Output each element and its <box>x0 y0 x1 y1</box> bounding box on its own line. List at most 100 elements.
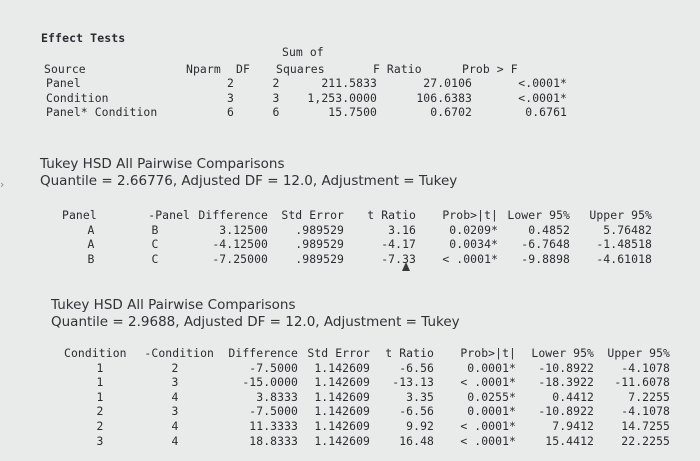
cell: A <box>87 237 95 252</box>
source-cell: Panel <box>46 76 81 90</box>
cell: A <box>87 222 95 237</box>
f-cell: 106.6383 <box>416 90 472 105</box>
cell: 4 <box>171 389 179 404</box>
table-row: Condition 3 3 1,253.0000 106.6383 <.0001… <box>46 91 567 106</box>
cell: 1 <box>96 360 104 375</box>
table-row: 1 4 3.8333 1.142609 3.35 0.0255* 0.4412 … <box>64 390 670 405</box>
table-row: 3 4 18.8333 1.142609 16.48 < .0001* 15.4… <box>64 434 670 449</box>
cell: < .0001* <box>460 375 516 390</box>
condition-col-header: Condition <box>64 346 127 360</box>
df-cell: 6 <box>272 105 280 120</box>
cell: < .0001* <box>460 433 516 448</box>
mouse-cursor-icon <box>402 262 410 271</box>
cell: .989529 <box>295 251 344 266</box>
cell: 3 <box>96 433 104 448</box>
table-row: 1 2 -7.5000 1.142609 -6.56 0.0001* -10.8… <box>64 361 670 376</box>
cell: C <box>151 251 159 266</box>
cell: -6.56 <box>399 404 434 419</box>
cell: 7.9412 <box>552 418 594 433</box>
nparm-cell: 3 <box>227 90 234 105</box>
cell: -13.13 <box>392 375 434 390</box>
f-cell: 27.0106 <box>423 76 472 90</box>
cell: 11.3333 <box>249 418 298 433</box>
ss-cell: 211.5833 <box>321 76 377 90</box>
cell: .989529 <box>295 237 344 252</box>
nparm-cell: 6 <box>227 105 234 120</box>
effect-tests-table: Panel 2 2 211.5833 27.0106 <.0001* Condi… <box>46 76 567 120</box>
table-row: A C -4.12500 .989529 -4.17 0.0034* -6.76… <box>62 237 652 252</box>
cell: 3.35 <box>406 389 434 404</box>
table-row: Panel* Condition 6 6 15.7500 0.6702 0.67… <box>46 105 567 120</box>
cell: -10.8922 <box>538 404 594 419</box>
cell: -7.5000 <box>249 404 298 419</box>
cell: 2 <box>96 404 104 419</box>
cell: < .0001* <box>460 418 516 433</box>
minus-panel-col-header: -Panel <box>148 208 190 222</box>
std-error-col-header: Std Error <box>307 346 370 360</box>
p-cell: <.0001* <box>518 76 567 90</box>
nparm-header: Nparm <box>186 62 221 76</box>
t-ratio-col-header: t Ratio <box>385 346 434 360</box>
cell: B <box>87 251 95 266</box>
cell: 4 <box>171 418 179 433</box>
table-row: A B 3.12500 .989529 3.16 0.0209* 0.4852 … <box>62 223 652 238</box>
cell: 0.4412 <box>552 389 594 404</box>
cell: 3 <box>171 404 179 419</box>
table-header-row: Condition -Condition Difference Std Erro… <box>64 346 670 361</box>
cell: .989529 <box>295 222 344 237</box>
table-row: 2 4 11.3333 1.142609 9.92 < .0001* 7.941… <box>64 419 670 434</box>
cell: -1.48518 <box>596 237 652 252</box>
cell: 3 <box>171 375 179 390</box>
cell: 3.16 <box>388 222 416 237</box>
cell: -4.12500 <box>212 237 268 252</box>
cell: 1.142609 <box>314 389 370 404</box>
cell: 1.142609 <box>314 433 370 448</box>
cell: -18.3922 <box>538 375 594 390</box>
source-cell: Condition <box>46 90 109 105</box>
cell: 3.12500 <box>219 222 268 237</box>
cell: 4 <box>171 433 179 448</box>
cell: 14.7255 <box>621 418 670 433</box>
effect-tests-title: Effect Tests <box>41 31 126 45</box>
cell: 1 <box>96 389 104 404</box>
std-error-col-header: Std Error <box>281 208 344 222</box>
cell: -4.61018 <box>596 251 652 266</box>
df-header: DF <box>236 62 250 76</box>
table-row: B C -7.25000 .989529 -7.33 < .0001* -9.8… <box>62 252 652 267</box>
cell: < .0001* <box>442 251 498 266</box>
table-row: Panel 2 2 211.5833 27.0106 <.0001* <box>46 76 567 91</box>
cell: 0.0034* <box>449 237 498 252</box>
cell: -4.1078 <box>621 360 670 375</box>
tukey-condition-table: Condition -Condition Difference Std Erro… <box>64 346 670 448</box>
cell: 0.0001* <box>467 404 516 419</box>
squares-header: Squares <box>276 62 325 76</box>
cell: C <box>151 237 159 252</box>
df-cell: 2 <box>272 76 280 90</box>
upper-95-col-header: Upper 95% <box>607 346 670 360</box>
cell: 9.92 <box>406 418 434 433</box>
f-cell: 0.6702 <box>430 105 472 120</box>
cell: -4.1078 <box>621 404 670 419</box>
cell: B <box>151 222 159 237</box>
cell: -15.0000 <box>242 375 298 390</box>
cell: 2 <box>96 418 104 433</box>
cell: 1.142609 <box>314 404 370 419</box>
cell: -9.8898 <box>521 251 570 266</box>
cell: 2 <box>171 360 179 375</box>
sum-of-header: Sum of <box>282 45 324 59</box>
p-cell: 0.6761 <box>525 105 567 120</box>
df-cell: 3 <box>272 90 280 105</box>
ss-cell: 15.7500 <box>328 105 377 120</box>
edge-mark: › <box>0 178 5 191</box>
difference-col-header: Difference <box>198 208 268 222</box>
panel-col-header: Panel <box>62 208 97 222</box>
difference-col-header: Difference <box>228 346 298 360</box>
t-ratio-col-header: t Ratio <box>367 208 416 222</box>
p-cell: <.0001* <box>518 90 567 105</box>
cell: 16.48 <box>399 433 434 448</box>
nparm-cell: 2 <box>227 76 234 90</box>
lower-95-col-header: Lower 95% <box>507 208 570 222</box>
cell: -11.6078 <box>614 375 670 390</box>
tukey-condition-heading: Tukey HSD All Pairwise Comparisons <box>51 297 296 313</box>
f-ratio-header: F Ratio <box>373 62 422 76</box>
